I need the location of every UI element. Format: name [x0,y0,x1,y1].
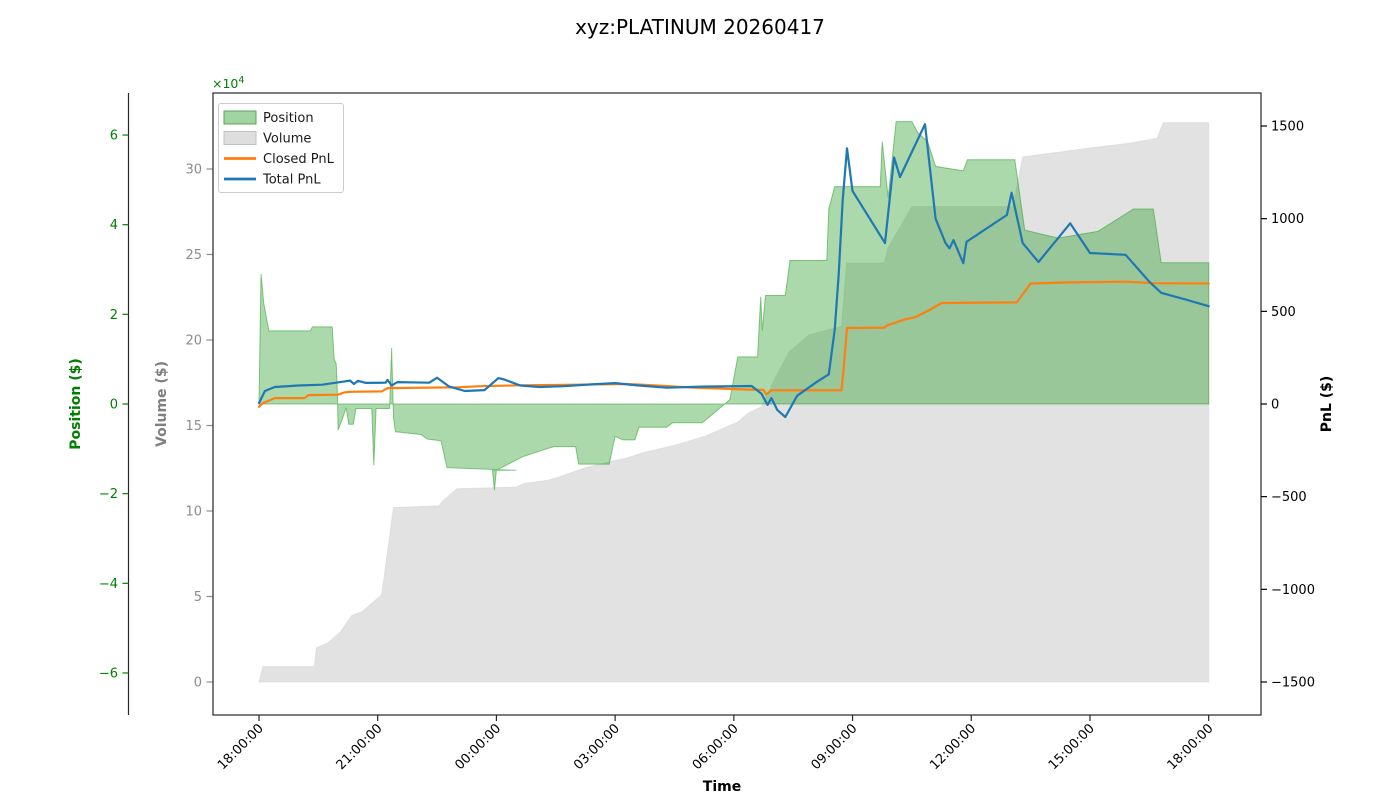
x-axis-tick-label: 15:00:00 [1046,721,1098,773]
pnl-axis-tick-label: 1000 [1271,212,1304,227]
legend-item-total-pnl: Total PnL [224,173,321,188]
position-axis-tick-label: 6 [110,129,118,144]
x-axis-tick-label: 00:00:00 [452,721,504,773]
volume-axis-tick-label: 15 [185,419,202,434]
x-axis-tick-label: 09:00:00 [808,721,860,773]
x-axis-tick-label: 21:00:00 [334,721,386,773]
legend-item-volume: Volume [223,131,311,147]
position-axis: 6 4 2 0 −2 −4 −6 [99,129,129,682]
legend-item-closed-pnl: Closed PnL [224,152,335,167]
legend-item-label: Total PnL [262,173,321,188]
position-axis-tick-label: 2 [110,308,118,323]
closed-pnl-line-series [257,280,1210,408]
legend-item-label: Closed PnL [263,152,335,167]
volume-axis-tick-label: 0 [194,676,202,691]
position-axis-tick-label: 0 [110,398,118,413]
chart-title: xyz:PLATINUM 20260417 [575,15,825,39]
x-axis-tick-label: 18:00:00 [1165,721,1217,773]
x-axis-label: Time [703,779,741,795]
position-axis-label: Position ($) [68,358,84,450]
legend-box [218,103,344,193]
volume-axis: 30 25 20 15 10 5 0 [185,163,213,691]
x-axis-tick-label: 18:00:00 [215,721,267,773]
pnl-axis-tick-label: −1000 [1271,583,1315,598]
legend-item-label: Volume [263,132,311,147]
legend: Position Volume Closed PnL Total PnL [218,103,344,193]
pnl-axis-tick-label: 0 [1271,398,1279,413]
x-axis: 18:00:00 21:00:00 00:00:00 03:00:00 06:00:00… [215,715,1217,773]
volume-axis-tick-label: 25 [185,248,202,263]
position-axis-tick-label: −4 [99,577,118,592]
x-axis-tick-label: 06:00:00 [690,721,742,773]
pnl-axis-label: PnL ($) [1319,376,1335,433]
volume-axis-tick-label: 30 [185,163,202,178]
pnl-axis-tick-label: −500 [1271,490,1307,505]
position-area-series [258,121,1210,491]
volume-axis-tick-label: 5 [194,590,202,605]
pnl-axis: 1500 1000 500 0 −500 −1000 −1500 [1261,120,1315,691]
volume-axis-label: Volume ($) [154,361,170,447]
position-axis-tick-label: 4 [110,218,118,233]
volume-axis-tick-label: 10 [185,505,202,520]
plot-area: 6420−2−4−6302520151050150010005000−500−1… [99,75,1315,773]
pnl-axis-tick-label: 500 [1271,305,1296,320]
volume-axis-tick-label: 20 [185,334,202,349]
legend-swatch-patch [223,110,257,125]
x-axis-tick-label: 03:00:00 [571,721,623,773]
position-axis-offset-text: ×104 [212,75,244,91]
legend-item-label: Position [263,111,314,126]
position-axis-tick-label: −6 [99,667,118,682]
pnl-axis-tick-label: 1500 [1271,120,1304,135]
pnl-axis-tick-label: −1500 [1271,676,1315,691]
legend-item-position: Position [223,110,314,126]
position-axis-tick-label: −2 [99,487,118,502]
legend-swatch-patch [223,131,257,145]
x-axis-tick-label: 12:00:00 [927,721,979,773]
total-pnl-line-series [257,123,1210,419]
volume-area-series [258,122,1210,683]
